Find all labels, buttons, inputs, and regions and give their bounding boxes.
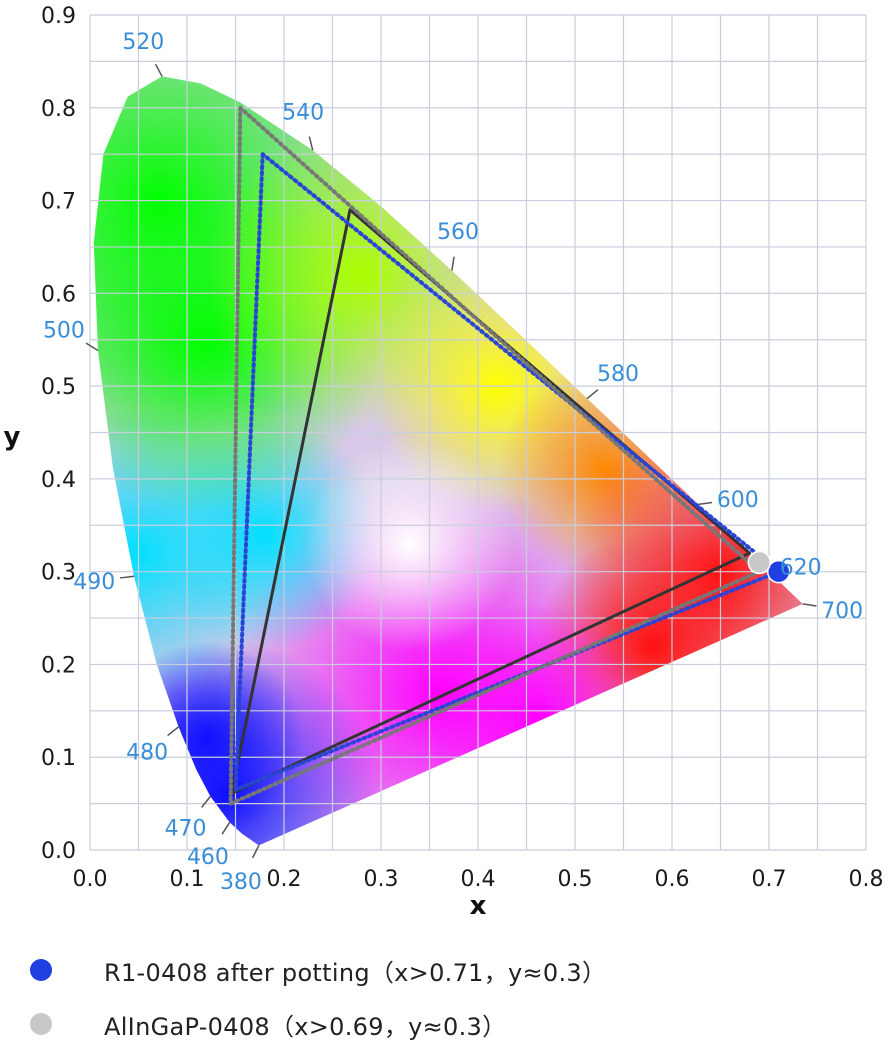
x-axis-label: x [470,891,487,921]
wavelength-tick [308,136,314,151]
x-tick-label: 0.7 [752,867,787,892]
x-tick-labels: 0.0 0.1 0.2 0.3 0.4 0.5 0.6 0.7 0.8 [73,867,884,892]
y-tick-label: 0.3 [41,561,76,586]
wavelength-label: 380 [220,870,262,895]
gamut-triangles [228,105,781,806]
data-points [747,550,791,584]
wavelength-tick [586,389,599,400]
wavelength-tick [251,845,260,859]
wavelength-label: 560 [437,220,479,245]
cie-chromaticity-chart: 0.0 0.1 0.2 0.3 0.4 0.5 0.6 0.7 0.8 0.0 0.1 0.2 0.3… [4,4,884,921]
legend-blue-dot-icon [30,959,52,981]
wavelength-label: 520 [122,30,164,55]
y-tick-label: 0.4 [41,468,76,493]
x-tick-label: 0.0 [73,867,108,892]
data-point-0 [766,559,791,584]
data-point-1 [747,550,772,575]
legend-item-r1-0408: R1-0408 after potting（x>0.71，y≈0.3） [30,950,606,990]
wavelength-tick [451,256,455,271]
wavelength-label: 700 [821,599,863,624]
wavelength-label: 470 [165,817,207,842]
color-fill [93,76,803,846]
wavelength-label: 600 [717,488,759,513]
legend-item-alingap-0408: AlInGaP-0408（x>0.69，y≈0.3） [30,1004,506,1044]
wavelength-label: 620 [780,555,822,580]
x-tick-label: 0.3 [364,867,399,892]
x-tick-label: 0.5 [558,867,593,892]
y-tick-label: 0.9 [41,4,76,29]
y-axis-label: y [4,422,21,452]
y-tick-label: 0.8 [41,97,76,122]
y-tick-labels: 0.0 0.1 0.2 0.3 0.4 0.5 0.6 0.7 0.8 0.9 [41,4,76,864]
wavelength-label: 540 [282,100,324,125]
wavelength-label: 500 [43,318,85,343]
wavelength-tick [167,726,180,737]
legend: R1-0408 after potting（x>0.71，y≈0.3） AlIn… [0,940,896,1048]
wavelength-label: 580 [597,362,639,387]
y-tick-label: 0.6 [41,282,76,307]
wavelength-label: 480 [126,741,168,766]
wavelength-label: 490 [73,570,115,595]
x-tick-label: 0.2 [267,867,302,892]
wavelength-tick [120,575,135,579]
wavelength-tick [698,501,713,506]
wavelength-tick [154,63,163,77]
wavelength-label: 460 [187,845,229,870]
x-tick-label: 0.8 [849,867,884,892]
wavelength-tick [201,795,211,808]
legend-label: AlInGaP-0408（x>0.69，y≈0.3） [104,1012,507,1041]
wavelength-tick [85,342,99,352]
gamut-triangle-solid [230,208,752,795]
y-tick-label: 0.5 [41,375,76,400]
y-tick-label: 0.1 [41,746,76,771]
y-tick-label: 0.0 [41,839,76,864]
legend-label: R1-0408 after potting（x>0.71，y≈0.3） [104,958,607,987]
wavelength-ticks [85,63,817,859]
wavelength-tick [802,603,817,607]
y-tick-label: 0.7 [41,190,76,215]
fill-blob-13 [303,437,517,651]
legend-gray-dot-icon [30,1013,52,1035]
x-tick-label: 0.1 [170,867,205,892]
x-tick-label: 0.4 [461,867,496,892]
gamut-triangle-dotted [228,105,762,806]
grid [89,14,867,851]
x-tick-label: 0.6 [655,867,690,892]
wavelength-tick [221,822,231,835]
y-tick-label: 0.2 [41,653,76,678]
